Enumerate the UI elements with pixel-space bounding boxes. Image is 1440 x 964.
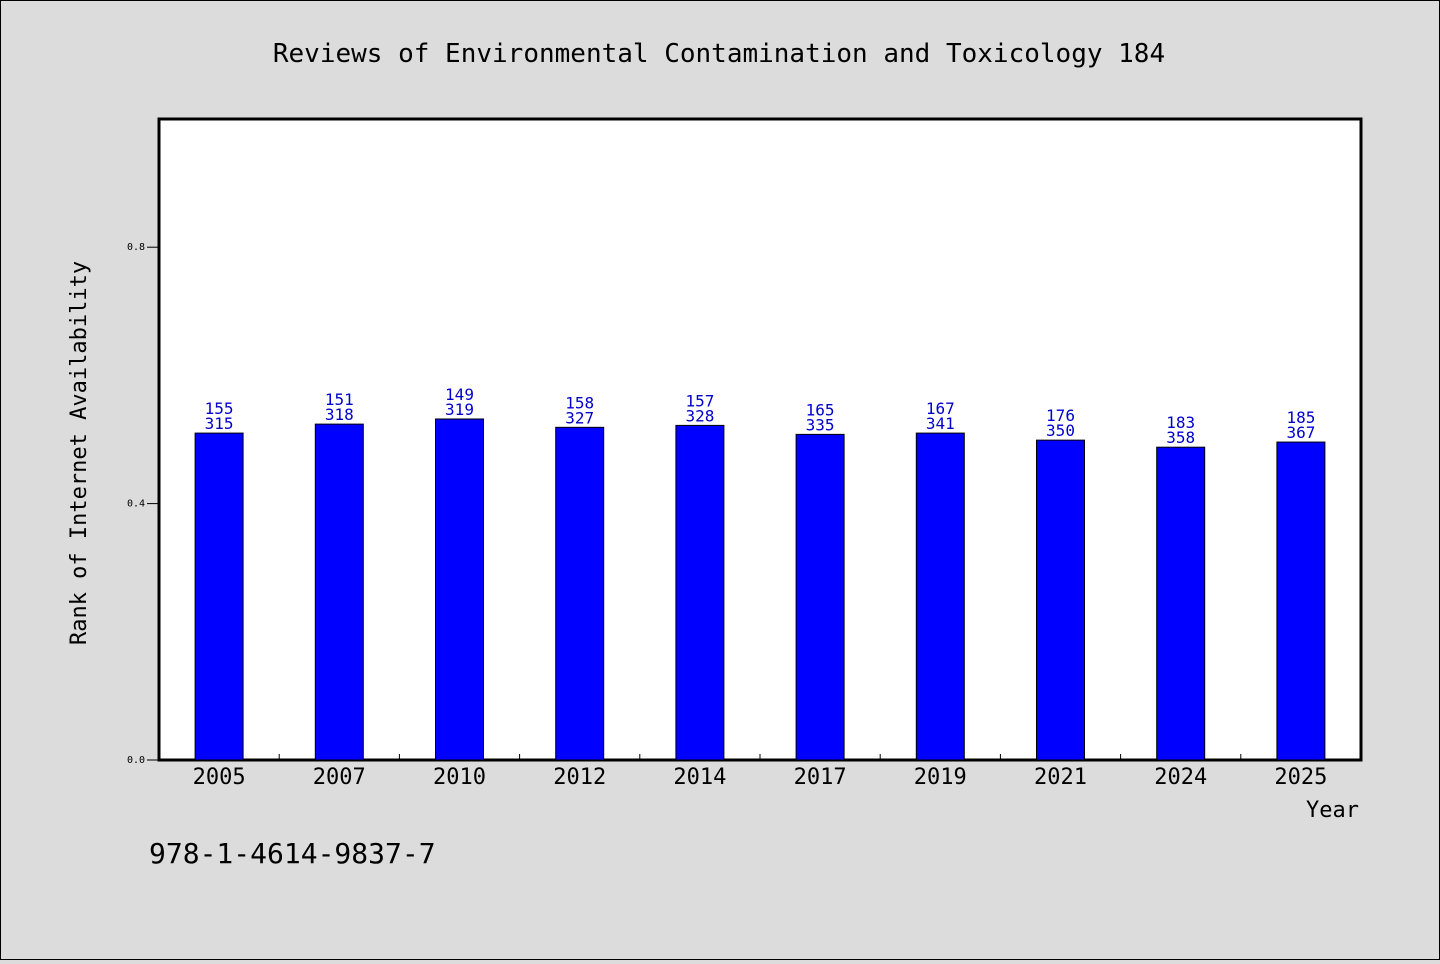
- bar-label-top: 149: [445, 385, 474, 404]
- y-axis-label: Rank of Internet Availability: [67, 261, 92, 645]
- bar-label-top: 167: [926, 399, 955, 418]
- y-tick-label: 0.0: [127, 755, 145, 766]
- bar-label-top: 158: [565, 393, 594, 412]
- bar: [675, 424, 725, 761]
- bar: [915, 432, 965, 761]
- y-tick-label: 0.8: [127, 242, 145, 253]
- bar-label-bottom: 328: [685, 406, 714, 425]
- bar-label-top: 155: [205, 399, 234, 418]
- bar: [194, 432, 244, 761]
- bar-label-bottom: 341: [926, 414, 955, 433]
- bar-label-bottom: 358: [1166, 428, 1195, 447]
- bar-label-top: 151: [325, 390, 354, 409]
- x-axis-label: Year: [1306, 798, 1359, 823]
- bar-label-bottom: 335: [806, 415, 835, 434]
- chart-title: Reviews of Environmental Contamination a…: [273, 39, 1165, 69]
- bar-label-bottom: 327: [565, 408, 594, 427]
- bar-label-bottom: 318: [325, 405, 354, 424]
- bar: [1036, 439, 1085, 761]
- bar-label-bottom: 315: [205, 414, 234, 433]
- bar-label-top: 185: [1286, 408, 1315, 427]
- x-tick-label: 2025: [1274, 765, 1327, 790]
- bar: [435, 418, 484, 761]
- bar-label-bottom: 367: [1286, 423, 1315, 442]
- bar-label-bottom: 319: [445, 400, 474, 419]
- y-tick-label: 0.4: [127, 499, 145, 510]
- bar-label-top: 176: [1046, 406, 1075, 425]
- x-tick-label: 2017: [794, 765, 847, 790]
- bar: [1276, 441, 1326, 761]
- bar: [555, 426, 605, 761]
- x-axis: 2005 2007 2010 2012 2014 2017 2019 2021 2024 2025: [193, 754, 1327, 790]
- isbn-text: 978-1-4614-9837-7: [149, 837, 436, 870]
- bar: [314, 423, 364, 761]
- bar-label-top: 165: [806, 400, 835, 419]
- bar-label-top: 157: [685, 391, 714, 410]
- x-tick-label: 2005: [193, 765, 246, 790]
- x-tick-label: 2021: [1034, 765, 1087, 790]
- bar: [1156, 446, 1206, 761]
- x-tick-label: 2007: [313, 765, 366, 790]
- bar: [795, 433, 845, 761]
- x-tick-label: 2010: [433, 765, 486, 790]
- bar-label-top: 183: [1166, 413, 1195, 432]
- bar-series: [194, 418, 1326, 761]
- x-tick-label: 2019: [914, 765, 967, 790]
- bar-label-bottom: 350: [1046, 421, 1075, 440]
- y-axis: 0.0 0.4 0.8: [127, 242, 159, 766]
- x-tick-label: 2024: [1154, 765, 1207, 790]
- x-tick-label: 2014: [673, 765, 726, 790]
- x-tick-label: 2012: [553, 765, 606, 790]
